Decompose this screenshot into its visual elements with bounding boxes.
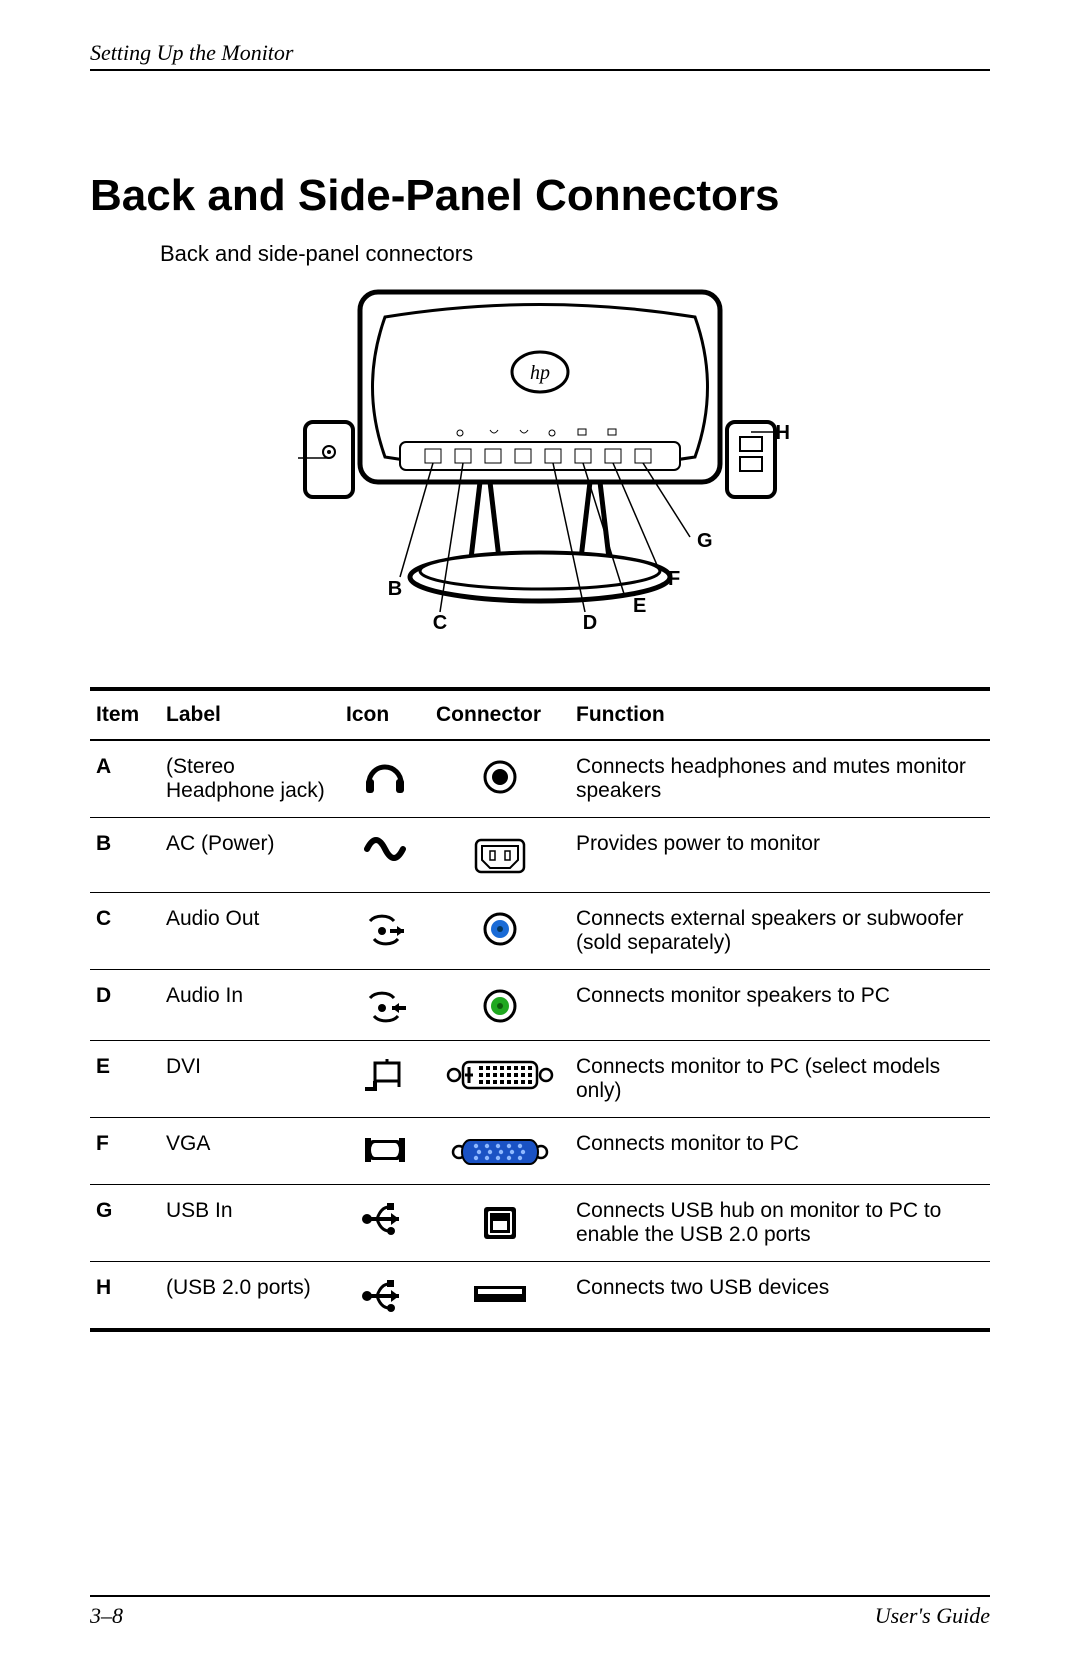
cell-function: Connects USB hub on monitor to PC to ena… <box>570 1185 990 1262</box>
cell-item: H <box>90 1262 160 1331</box>
ac-inlet-icon <box>470 834 530 878</box>
audio-in-icon <box>360 986 410 1026</box>
cell-label: Audio Out <box>160 893 340 970</box>
connectors-table: Item Label Icon Connector Function A (St… <box>90 687 990 1332</box>
cell-icon <box>340 970 430 1041</box>
th-label: Label <box>160 689 340 740</box>
callout-E: E <box>633 595 646 617</box>
cell-item: D <box>90 970 160 1041</box>
cell-label: (Stereo Headphone jack) <box>160 740 340 818</box>
table-row: H (USB 2.0 ports) Connects two USB devic… <box>90 1262 990 1331</box>
cell-function: Connects monitor speakers to PC <box>570 970 990 1041</box>
running-header: Setting Up the Monitor <box>90 40 990 71</box>
section-name: Setting Up the Monitor <box>90 40 293 65</box>
audio-jack-blue-icon <box>480 909 520 949</box>
cell-icon <box>340 893 430 970</box>
cell-connector <box>430 1041 570 1118</box>
cell-label: USB In <box>160 1185 340 1262</box>
cell-item: G <box>90 1185 160 1262</box>
cell-connector <box>430 1185 570 1262</box>
usb-icon <box>359 1278 411 1314</box>
th-connector: Connector <box>430 689 570 740</box>
cell-connector <box>430 1262 570 1331</box>
cell-icon <box>340 740 430 818</box>
table-row: A (Stereo Headphone jack) Connects headp… <box>90 740 990 818</box>
cell-function: Connects two USB devices <box>570 1262 990 1331</box>
table-row: E DVI Connects monitor to PC (select mod… <box>90 1041 990 1118</box>
callout-G: G <box>697 530 713 552</box>
cell-label: (USB 2.0 ports) <box>160 1262 340 1331</box>
figure-caption: Back and side-panel connectors <box>160 241 990 267</box>
table-row: F VGA Connects monitor to PC <box>90 1118 990 1185</box>
callout-B: B <box>388 578 402 600</box>
usb-b-icon <box>476 1201 524 1245</box>
audio-jack-black-icon <box>480 757 520 797</box>
cell-connector <box>430 893 570 970</box>
cell-icon <box>340 1262 430 1331</box>
th-icon: Icon <box>340 689 430 740</box>
table-row: C Audio Out Connects external speakers o… <box>90 893 990 970</box>
th-item: Item <box>90 689 160 740</box>
cell-item: B <box>90 818 160 893</box>
doc-name: User's Guide <box>875 1603 990 1629</box>
callout-C: C <box>433 612 447 634</box>
cell-function: Connects monitor to PC <box>570 1118 990 1185</box>
cell-icon <box>340 1118 430 1185</box>
cell-label: Audio In <box>160 970 340 1041</box>
vga-icon-icon <box>361 1134 409 1166</box>
vga-port-icon <box>450 1134 550 1170</box>
usb-icon <box>359 1201 411 1237</box>
table-row: G USB In Connects USB hub on monitor to … <box>90 1185 990 1262</box>
dvi-port-icon <box>445 1057 555 1093</box>
cell-item: A <box>90 740 160 818</box>
audio-jack-green-icon <box>480 986 520 1026</box>
cell-connector <box>430 970 570 1041</box>
cell-connector <box>430 1118 570 1185</box>
cell-item: C <box>90 893 160 970</box>
cell-icon <box>340 818 430 893</box>
cell-label: DVI <box>160 1041 340 1118</box>
cell-icon <box>340 1041 430 1118</box>
audio-out-icon <box>360 909 410 949</box>
callout-H: H <box>776 422 790 444</box>
page-number: 3–8 <box>90 1603 123 1629</box>
monitor-back-diagram: hp A B C <box>290 277 790 637</box>
cell-icon <box>340 1185 430 1262</box>
table-header-row: Item Label Icon Connector Function <box>90 689 990 740</box>
callout-F: F <box>668 568 680 590</box>
cell-function: Connects external speakers or subwoofer … <box>570 893 990 970</box>
cell-item: E <box>90 1041 160 1118</box>
headphones-icon <box>363 757 407 797</box>
cell-label: AC (Power) <box>160 818 340 893</box>
page-footer: 3–8 User's Guide <box>90 1595 990 1629</box>
cell-function: Provides power to monitor <box>570 818 990 893</box>
cell-function: Connects monitor to PC (select models on… <box>570 1041 990 1118</box>
page-title: Back and Side-Panel Connectors <box>90 171 990 221</box>
ac-wave-icon <box>363 834 407 864</box>
cell-connector <box>430 740 570 818</box>
svg-text:hp: hp <box>530 362 550 384</box>
th-function: Function <box>570 689 990 740</box>
cell-label: VGA <box>160 1118 340 1185</box>
table-row: D Audio In Connects monitor speakers to … <box>90 970 990 1041</box>
table-row: B AC (Power) Provides power to monitor <box>90 818 990 893</box>
cell-connector <box>430 818 570 893</box>
dvi-icon-icon <box>361 1057 409 1093</box>
cell-item: F <box>90 1118 160 1185</box>
callout-D: D <box>583 612 597 634</box>
cell-function: Connects headphones and mutes monitor sp… <box>570 740 990 818</box>
usb-a-icon <box>470 1278 530 1308</box>
